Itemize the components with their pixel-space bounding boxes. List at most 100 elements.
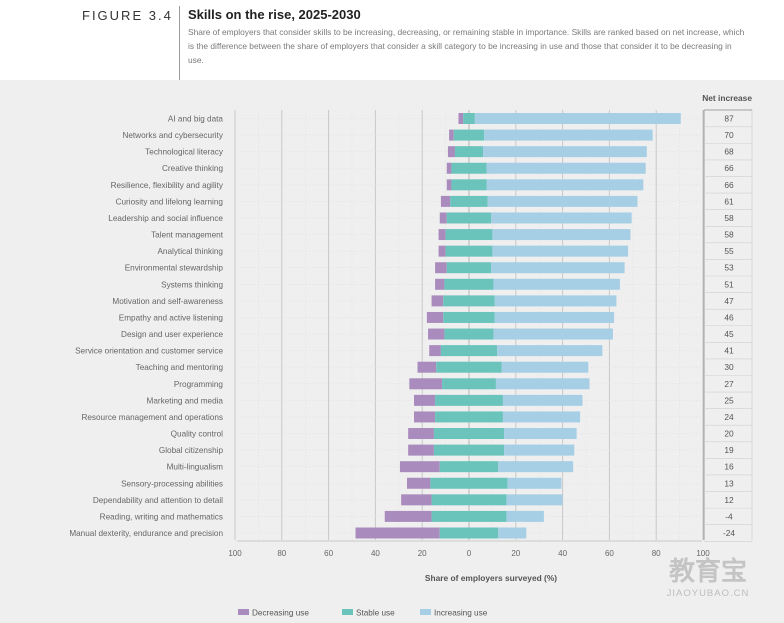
bar-increasing [507, 477, 562, 489]
bar-stable [440, 345, 498, 357]
bar-increasing [474, 113, 681, 124]
bar-increasing [497, 345, 603, 357]
legend-swatch [238, 609, 249, 615]
x-tick-label: 100 [228, 549, 242, 558]
net-increase-value: 66 [724, 180, 734, 190]
category-label: AI and big data [168, 115, 224, 124]
bar-increasing [504, 428, 577, 440]
bar-stable [433, 444, 505, 456]
category-label: Systems thinking [161, 280, 223, 289]
net-increase-value: 51 [724, 279, 734, 289]
bar-stable [454, 146, 484, 158]
bar-increasing [492, 245, 629, 257]
bar-stable [463, 113, 475, 124]
net-increase-value: 61 [724, 196, 734, 206]
bar-increasing [501, 361, 589, 373]
bar-decreasing [438, 245, 446, 257]
bar-stable [443, 311, 495, 323]
x-tick-label: 60 [324, 549, 333, 558]
bar-decreasing [399, 461, 440, 473]
bar-decreasing [429, 345, 441, 357]
category-label: Analytical thinking [157, 247, 223, 256]
bar-stable [445, 229, 493, 241]
bar-increasing [495, 378, 590, 390]
net-increase-value: 13 [724, 478, 734, 488]
bar-increasing [484, 129, 653, 141]
category-label: Empathy and active listening [119, 313, 224, 322]
category-label: Reading, writing and mathematics [100, 512, 223, 521]
x-tick-label: 60 [605, 549, 614, 558]
x-tick-label: 0 [467, 549, 472, 558]
bar-increasing [502, 411, 581, 423]
bar-increasing [486, 162, 646, 174]
bar-decreasing [447, 146, 455, 158]
bar-decreasing [406, 477, 431, 489]
bar-stable [446, 212, 492, 224]
bar-decreasing [431, 295, 444, 307]
bar-decreasing [446, 179, 452, 191]
bar-increasing [491, 212, 632, 224]
category-label: Sensory-processing abilities [121, 479, 223, 488]
bar-stable [450, 195, 488, 207]
bar-increasing [483, 146, 647, 158]
bar-decreasing [435, 278, 445, 290]
figure-header: FIGURE 3.4 Skills on the rise, 2025-2030… [0, 0, 784, 80]
x-tick-label: 20 [511, 549, 520, 558]
x-tick-label: 20 [418, 549, 427, 558]
bar-stable [445, 245, 493, 257]
bar-increasing [492, 229, 631, 241]
category-label: Talent management [151, 231, 224, 240]
bar-decreasing [435, 262, 447, 274]
net-increase-value: 16 [724, 462, 734, 472]
x-axis-ticks: 100 80 60 40 20 0 20 40 60 80 100 [228, 549, 710, 558]
category-label: Design and user experience [121, 330, 223, 339]
bar-decreasing [414, 411, 436, 423]
category-label: Service orientation and customer service [75, 347, 223, 356]
category-label: Resilience, flexibility and agility [111, 181, 224, 190]
watermark: 教育宝 JIAOYUBAO.CN [667, 556, 749, 599]
category-label: Curiosity and lifelong learning [116, 197, 224, 206]
x-tick-label: 80 [652, 549, 661, 558]
category-label: Motivation and self-awareness [112, 297, 223, 306]
bar-stable [435, 411, 503, 423]
category-label: Dependability and attention to detail [93, 496, 223, 505]
bar-decreasing [409, 378, 443, 390]
bar-increasing [504, 444, 575, 456]
bar-increasing [498, 527, 527, 539]
figure-label: FIGURE 3.4 [82, 8, 173, 23]
bar-decreasing [438, 229, 446, 241]
bar-decreasing [440, 195, 451, 207]
bar-increasing [502, 394, 583, 406]
bar-stable [436, 361, 502, 373]
bar-stable [451, 162, 487, 174]
category-label: Quality control [171, 430, 224, 439]
category-label: Marketing and media [147, 396, 224, 405]
bar-decreasing [449, 129, 454, 141]
net-increase-value: 27 [724, 379, 734, 389]
bar-stable [444, 328, 494, 340]
category-label: Leadership and social influence [108, 214, 223, 223]
bar-decreasing [408, 444, 434, 456]
bar-increasing [493, 328, 613, 340]
net-increase-header: Net increase [702, 93, 752, 103]
net-increase-value: 66 [724, 163, 734, 173]
bar-stable [442, 378, 496, 390]
net-increase-value: 47 [724, 296, 734, 306]
category-label: Networks and cybersecurity [122, 131, 223, 140]
category-label: Technological literacy [145, 148, 224, 157]
legend-swatch [420, 609, 431, 615]
bar-decreasing [439, 212, 447, 224]
bar-increasing [486, 179, 644, 191]
bar-stable [446, 262, 492, 274]
net-increase-value: 20 [724, 429, 734, 439]
header-divider [179, 6, 180, 80]
bar-decreasing [384, 510, 432, 522]
net-increase-value: 19 [724, 445, 734, 455]
chart-description: Share of employers that consider skills … [188, 27, 745, 65]
bar-decreasing [401, 494, 432, 506]
bar-increasing [494, 295, 617, 307]
x-tick-label: 40 [558, 549, 567, 558]
legend-swatch [342, 609, 353, 615]
x-tick-label: 100 [696, 549, 710, 558]
